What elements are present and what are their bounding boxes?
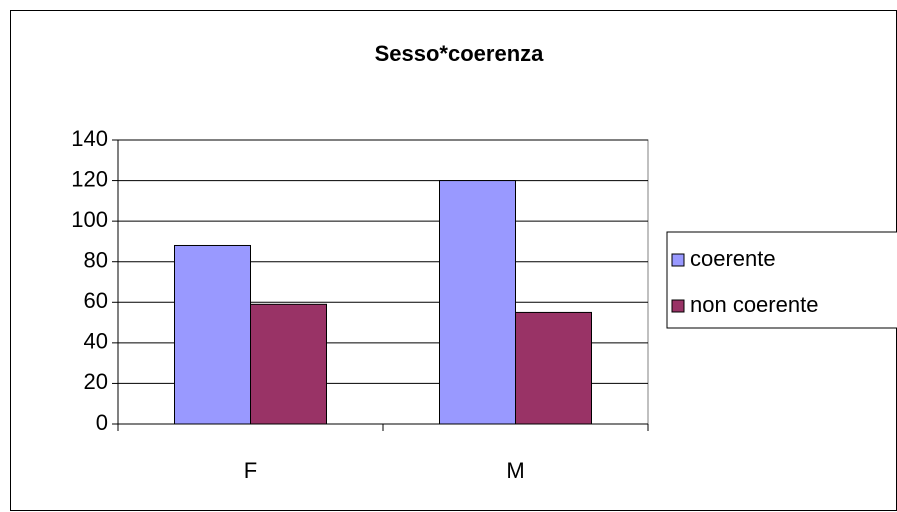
bar [250,303,327,425]
legend-swatch [671,253,685,267]
y-tick-label: 120 [71,166,108,191]
legend-box [666,231,897,329]
legend-swatch [671,299,685,313]
y-tick-label: 140 [71,126,108,151]
y-tick-label: 60 [84,288,108,313]
x-tick-label: F [244,458,257,483]
bar [174,244,251,425]
y-tick-label: 20 [84,369,108,394]
y-tick-label: 100 [71,207,108,232]
x-tick-label: M [506,458,524,483]
y-tick-label: 40 [84,329,108,354]
y-tick-label: 0 [96,410,108,435]
legend-label: coerente [690,246,776,271]
chart-title: Sesso*coerenza [375,41,545,66]
bar [515,311,592,425]
legend-label: non coerente [690,292,818,317]
y-tick-label: 80 [84,248,108,273]
bar [439,180,516,425]
